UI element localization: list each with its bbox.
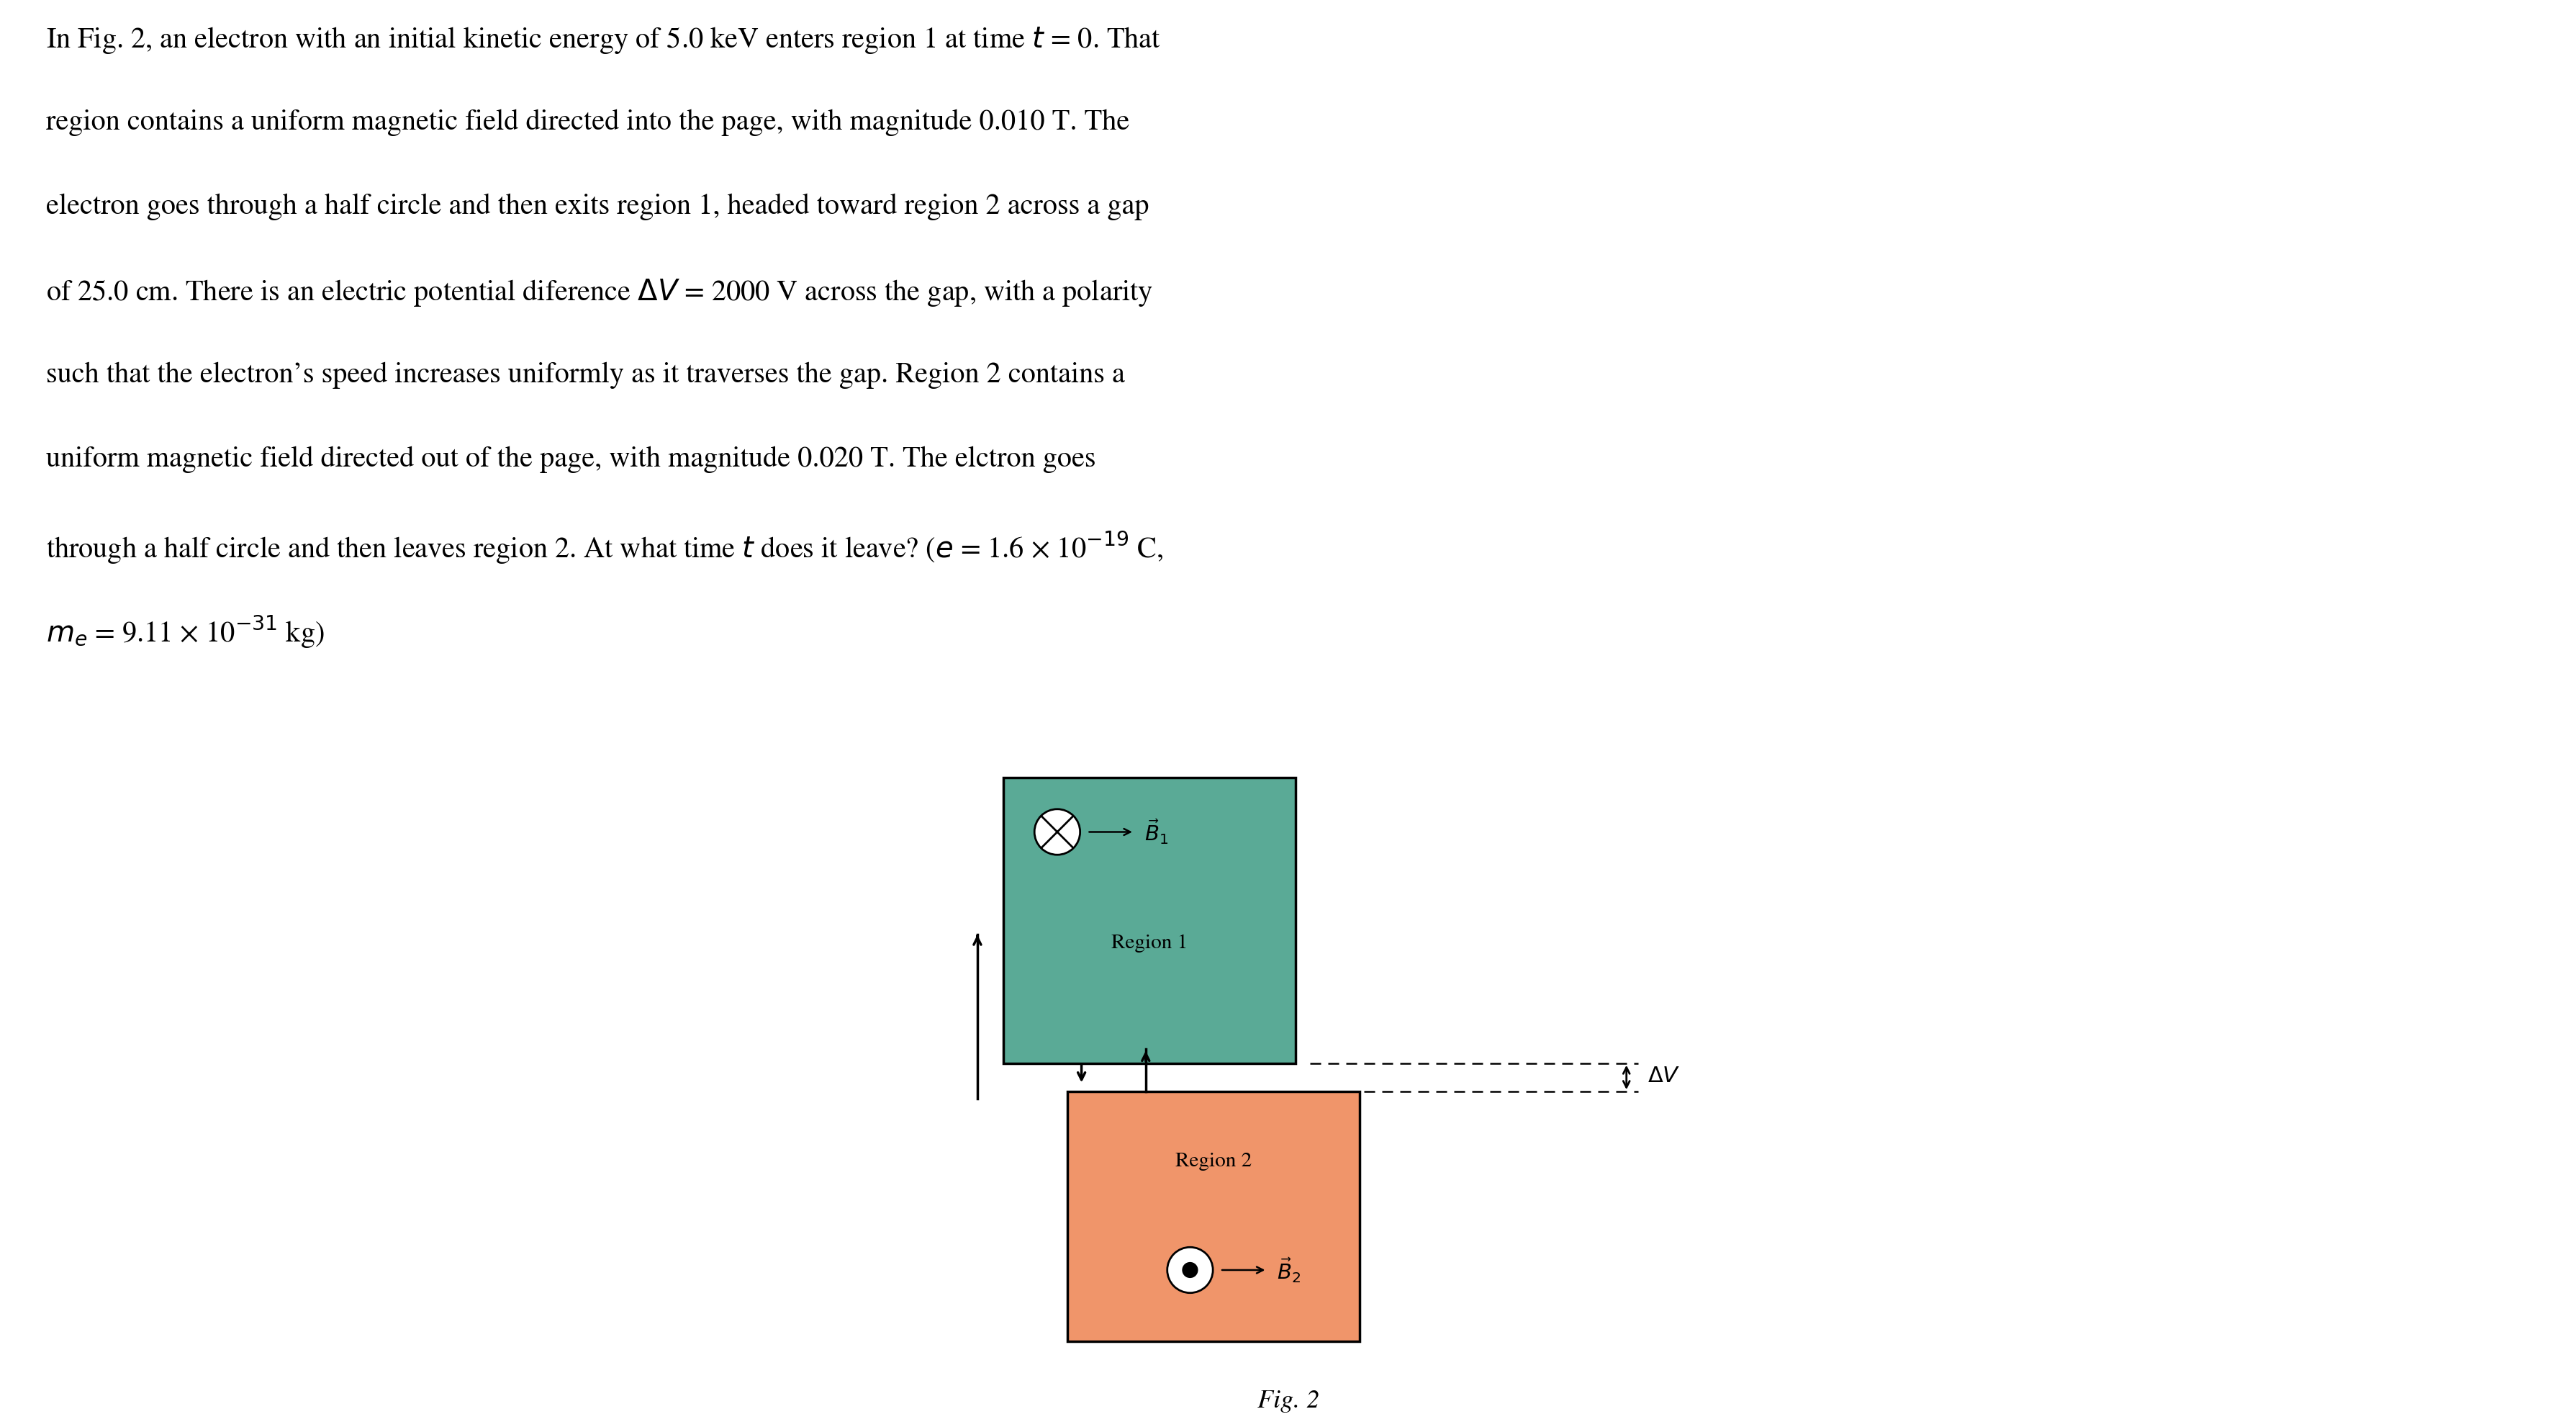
Text: $\vec{B}_2$: $\vec{B}_2$ <box>1278 1256 1301 1284</box>
Circle shape <box>1167 1247 1213 1293</box>
Text: Region 1: Region 1 <box>1110 935 1188 952</box>
Text: through a half circle and then leaves region 2. At what time $t$ does it leave? : through a half circle and then leaves re… <box>46 531 1164 567</box>
Text: Region 2: Region 2 <box>1175 1153 1252 1170</box>
Text: such that the electron’s speed increases uniformly as it traverses the gap. Regi: such that the electron’s speed increases… <box>46 361 1126 388</box>
Circle shape <box>1033 809 1079 855</box>
Bar <box>1066 1092 1360 1341</box>
Text: Fig. 2: Fig. 2 <box>1257 1390 1319 1413</box>
Text: uniform magnetic field directed out of the page, with magnitude 0.020 T. The elc: uniform magnetic field directed out of t… <box>46 445 1095 472</box>
Text: region contains a uniform magnetic field directed into the page, with magnitude : region contains a uniform magnetic field… <box>46 110 1128 136</box>
Text: $\vec{B}_1$: $\vec{B}_1$ <box>1144 818 1167 846</box>
Text: of 25.0 cm. There is an electric potential diference $\Delta V$ = 2000 V across : of 25.0 cm. There is an electric potenti… <box>46 277 1154 308</box>
Text: In Fig. 2, an electron with an initial kinetic energy of 5.0 keV enters region 1: In Fig. 2, an electron with an initial k… <box>46 24 1162 56</box>
Bar <box>1002 778 1296 1063</box>
Text: $m_e$ = 9.11 × 10$^{-31}$ kg): $m_e$ = 9.11 × 10$^{-31}$ kg) <box>46 614 325 651</box>
Circle shape <box>1182 1261 1198 1279</box>
Text: $\Delta V$: $\Delta V$ <box>1649 1067 1680 1087</box>
Text: electron goes through a half circle and then exits region 1, headed toward regio: electron goes through a half circle and … <box>46 194 1149 220</box>
